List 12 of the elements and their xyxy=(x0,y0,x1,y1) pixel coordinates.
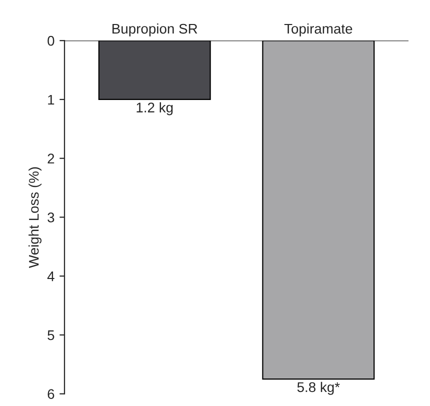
y-tick-label: 4 xyxy=(47,272,54,282)
y-axis-title: Weight Loss (%) xyxy=(28,167,42,268)
y-tick-label: 5 xyxy=(48,330,54,340)
y-tick-label: 6 xyxy=(48,389,54,399)
annotation: 5.8 kg* xyxy=(297,382,340,395)
x-tick-label: Bupropion SR xyxy=(112,23,198,36)
y-tick-label: 3 xyxy=(48,212,54,222)
y-tick-label: 1 xyxy=(48,94,54,105)
y-tick-label: 0 xyxy=(48,36,54,46)
x-tick-label: Topiramate xyxy=(284,23,352,36)
y-tick-label: 2 xyxy=(48,154,54,164)
annotation: 1.2 kg xyxy=(136,102,173,116)
